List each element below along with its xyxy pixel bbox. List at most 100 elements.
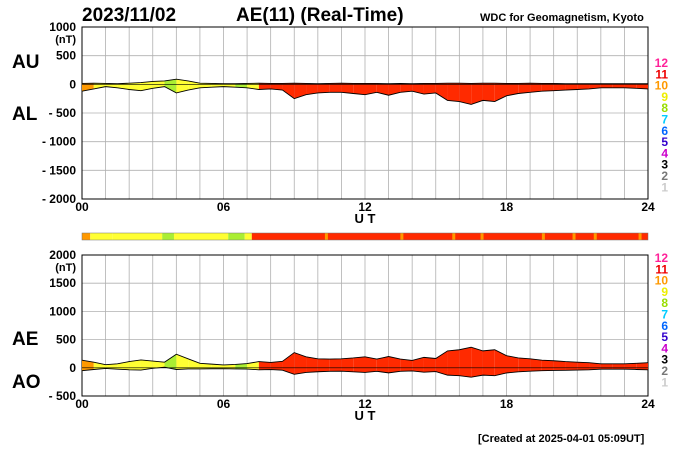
legend-upper-level-3: 3 xyxy=(661,158,668,172)
activity-segment xyxy=(244,233,252,240)
area-segment-ae-ao xyxy=(353,356,365,373)
area-segment-ae-ao xyxy=(447,349,460,376)
activity-segment xyxy=(228,233,245,240)
area-segment-au-al xyxy=(577,83,590,90)
area-segment-au-al xyxy=(624,83,637,89)
y-unit-label: (nT) xyxy=(55,262,76,274)
area-segment-au-al xyxy=(412,83,424,95)
area-segment-au-al xyxy=(600,83,613,88)
y-tick-label: - 500 xyxy=(49,106,77,120)
area-segment-au-al xyxy=(376,83,389,96)
legend-lower-level-6: 6 xyxy=(661,319,668,333)
area-segment-au-al xyxy=(388,83,401,96)
legend-lower-level-3: 3 xyxy=(661,353,668,367)
area-segment-ae-ao xyxy=(306,356,318,373)
y-tick-label: - 1000 xyxy=(42,135,76,149)
area-segment-au-al xyxy=(258,83,271,90)
area-segment-au-al xyxy=(636,83,648,89)
area-segment-au-al xyxy=(423,83,436,95)
chart-date: 2023/11/02 xyxy=(82,5,177,26)
area-segment-au-al xyxy=(317,83,330,93)
area-segment-ae-ao xyxy=(471,347,483,378)
activity-segment xyxy=(251,233,649,240)
area-segment-ae-ao xyxy=(365,356,377,373)
y-tick-label: 2000 xyxy=(49,248,76,262)
legend-lower-level-1: 1 xyxy=(661,375,668,389)
area-segment-au-al xyxy=(447,83,460,102)
activity-accent xyxy=(638,233,642,240)
area-segment-ae-ao xyxy=(530,358,542,372)
activity-segment xyxy=(82,233,91,240)
y-tick-label: 0 xyxy=(69,77,76,91)
area-segment-au-al xyxy=(530,83,542,93)
area-segment-ae-ao xyxy=(600,363,613,370)
x-tick-label: 18 xyxy=(500,397,514,411)
activity-segment xyxy=(162,233,174,240)
area-segment-au-al xyxy=(553,83,566,91)
x-tick-label: 00 xyxy=(75,200,89,214)
activity-segment xyxy=(112,233,163,240)
legend-upper-level-7: 7 xyxy=(661,113,668,127)
legend-lower-level-5: 5 xyxy=(661,330,668,344)
area-segment-ae-ao xyxy=(553,360,566,371)
area-segment-ae-ao xyxy=(294,352,307,375)
area-segment-au-al xyxy=(164,79,177,93)
activity-segment xyxy=(173,233,229,240)
area-segment-ae-ao xyxy=(518,357,531,372)
area-segment-au-al xyxy=(353,83,365,95)
area-segment-ae-ao xyxy=(329,358,342,372)
area-segment-ae-ao xyxy=(577,362,590,371)
legend-upper-level-2: 2 xyxy=(661,169,668,183)
area-segment-ae-ao xyxy=(376,356,389,373)
x-tick-label: 06 xyxy=(217,200,231,214)
series-line-ae xyxy=(81,346,649,366)
activity-accent xyxy=(400,233,404,240)
chart-title: AE(11) (Real-Time) xyxy=(236,5,404,26)
legend-lower-level-10: 10 xyxy=(655,274,669,288)
chart-source: WDC for Geomagnetism, Kyoto xyxy=(480,12,644,24)
plot-frame xyxy=(81,254,649,397)
activity-accent xyxy=(541,233,545,240)
activity-bar-frame xyxy=(81,232,649,241)
series-line-ao xyxy=(81,366,649,378)
series-line-al xyxy=(81,86,649,105)
x-tick-label: 24 xyxy=(641,397,655,411)
area-segment-au-al xyxy=(282,83,295,99)
area-segment-ae-ao xyxy=(636,362,648,370)
area-segment-ae-ao xyxy=(612,363,625,370)
legend-upper-level-10: 10 xyxy=(655,79,669,93)
area-segment-ae-ao xyxy=(258,361,271,370)
ao-side-label: AO xyxy=(12,372,41,393)
area-segment-ae-ao xyxy=(412,357,424,373)
legend-lower-level-11: 11 xyxy=(655,262,668,276)
y-tick-label: - 500 xyxy=(49,389,77,403)
legend-lower-level-2: 2 xyxy=(661,364,668,378)
area-segment-ae-ao xyxy=(341,357,354,372)
y-tick-label: 1000 xyxy=(49,20,76,34)
x-tick-label: 24 xyxy=(641,200,655,214)
activity-accent xyxy=(480,233,484,240)
legend-upper-level-6: 6 xyxy=(661,124,668,138)
area-segment-au-al xyxy=(329,83,342,93)
x-tick-label: 18 xyxy=(500,200,514,214)
area-segment-ae-ao xyxy=(282,352,295,375)
area-segment-au-al xyxy=(612,83,625,88)
area-segment-ae-ao xyxy=(388,356,401,373)
created-timestamp: [Created at 2025-04-01 05:09UT] xyxy=(478,433,645,445)
y-tick-label: - 1500 xyxy=(42,163,76,177)
activity-segment xyxy=(90,233,113,240)
area-segment-ae-ao xyxy=(188,358,200,369)
plot-frame xyxy=(81,26,649,200)
ae-side-label: AE xyxy=(12,329,39,350)
area-segment-ae-ao xyxy=(506,355,519,373)
legend-upper-level-5: 5 xyxy=(661,135,668,149)
area-segment-ae-ao xyxy=(482,349,495,376)
x-axis-label: U T xyxy=(355,211,376,226)
legend-lower-level-12: 12 xyxy=(655,251,669,265)
area-segment-au-al xyxy=(176,79,189,93)
area-segment-au-al xyxy=(188,80,200,91)
activity-accent xyxy=(593,233,597,240)
legend-upper-level-12: 12 xyxy=(655,56,669,70)
x-tick-label: 12 xyxy=(358,397,372,411)
